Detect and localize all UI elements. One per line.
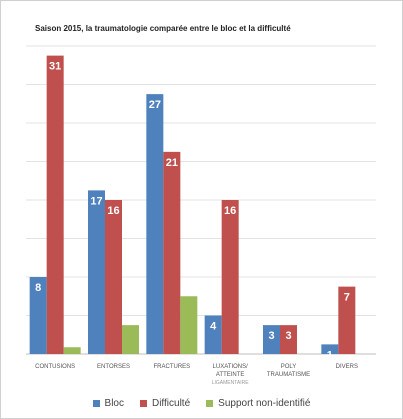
data-label: 16 [107,205,119,217]
legend-label: Bloc [104,398,124,409]
legend-item: Difficulté [139,398,191,409]
legend-swatch [92,400,100,407]
bar [146,94,164,354]
x-tick-label: LUXATIONS/ [213,364,249,370]
bar [204,315,222,354]
legend-item: Bloc [92,398,124,409]
data-label: 3 [268,330,274,342]
bar [163,151,181,354]
data-label: 4 [210,321,217,333]
chart-legend: Bloc Difficulté Support non-identifié [0,398,403,409]
x-tick-label: POLY [281,364,297,370]
bar [280,325,297,354]
bar [29,277,47,354]
bar [122,325,139,354]
legend-swatch [206,400,214,407]
bar [321,344,339,354]
bar [263,325,280,354]
bar [63,347,81,354]
bar [180,296,198,354]
x-tick-label: FRACTURES [153,364,190,370]
data-label: 17 [90,195,102,207]
x-tick-label: ATTEINTE [216,372,245,378]
x-tick-label: ENTORSES [97,364,130,370]
x-tick-label: CONTUSIONS [35,364,75,370]
data-label: 21 [166,157,178,169]
x-tick-label: LIGAMENTAIRE [212,380,250,386]
bar [46,55,64,354]
bar [105,200,122,354]
data-label: 27 [149,99,161,111]
data-label: 8 [35,282,41,294]
data-label: 16 [224,205,236,217]
bar [88,190,105,354]
data-label: 31 [49,61,61,73]
data-label: 7 [344,292,350,304]
bar [338,286,356,354]
data-label: 1 [327,349,333,361]
data-label: 3 [285,330,291,342]
bar [221,200,239,354]
legend-label: Difficulté [151,398,191,409]
x-tick-label: DIVERS [336,364,358,370]
legend-swatch [139,400,147,407]
legend-item: Support non-identifié [206,398,310,409]
x-tick-label: TRAUMATISME [267,372,310,378]
legend-label: Support non-identifié [218,398,311,409]
chart-title: Saison 2015, la traumatologie comparée e… [35,24,291,33]
